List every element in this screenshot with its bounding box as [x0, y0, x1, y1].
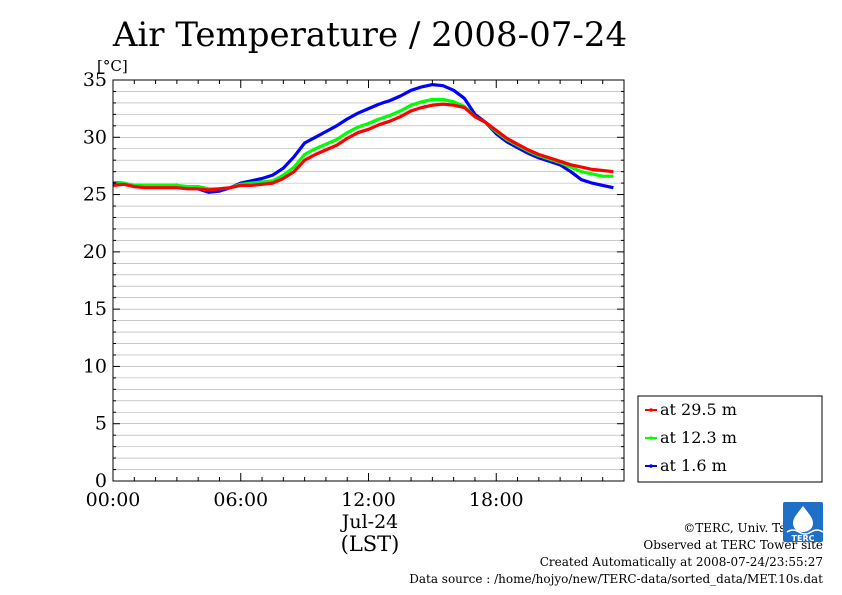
series-line [112, 97, 614, 191]
x-tick-label: 12:00 [341, 489, 396, 511]
legend-label: at 1.6 m [660, 456, 727, 475]
legend-label: at 29.5 m [660, 400, 737, 419]
y-tick-label: 25 [83, 184, 107, 206]
y-tick-label: 5 [95, 413, 107, 435]
logo-text: TERC [792, 534, 815, 542]
plot-frame [112, 79, 625, 482]
legend: at 29.5 m at 12.3 m at 1.6 m [637, 395, 823, 483]
series-line [112, 102, 614, 192]
legend-marker [649, 464, 653, 468]
y-tick-label: 35 [83, 69, 107, 91]
y-tick-label: 10 [83, 355, 107, 377]
x-axis-label: (LST) [341, 532, 400, 556]
y-axis-ticks: 0 5 10 15 20 25 30 35 [83, 69, 624, 492]
chart-title: Air Temperature / 2008-07-24 [112, 15, 627, 55]
y-tick-label: 20 [83, 241, 107, 263]
credit-site: Observed at TERC Tower site [643, 538, 823, 552]
x-tick-label: 00:00 [86, 489, 141, 511]
y-tick-label: 0 [95, 470, 107, 492]
legend-box [637, 395, 823, 483]
y-tick-label: 30 [83, 126, 107, 148]
terc-logo-icon: TERC [783, 502, 823, 542]
legend-marker [649, 436, 653, 440]
y-axis-unit: [°C] [97, 57, 128, 75]
x-tick-label: 18:00 [469, 489, 524, 511]
y-tick-label: 15 [83, 298, 107, 320]
x-axis-date-label: Jul-24 [340, 511, 399, 533]
series-line [113, 83, 614, 194]
credit-created: Created Automatically at 2008-07-24/23:5… [539, 555, 823, 569]
gridlines [113, 91, 624, 470]
credit-data-source: Data source : /home/hojyo/new/TERC-data/… [409, 572, 823, 586]
series-lines [112, 83, 614, 194]
legend-marker [649, 408, 653, 412]
x-tick-label: 06:00 [213, 489, 268, 511]
x-axis-ticks: 00:00 06:00 12:00 18:00 [86, 80, 625, 511]
legend-label: at 12.3 m [660, 428, 737, 447]
